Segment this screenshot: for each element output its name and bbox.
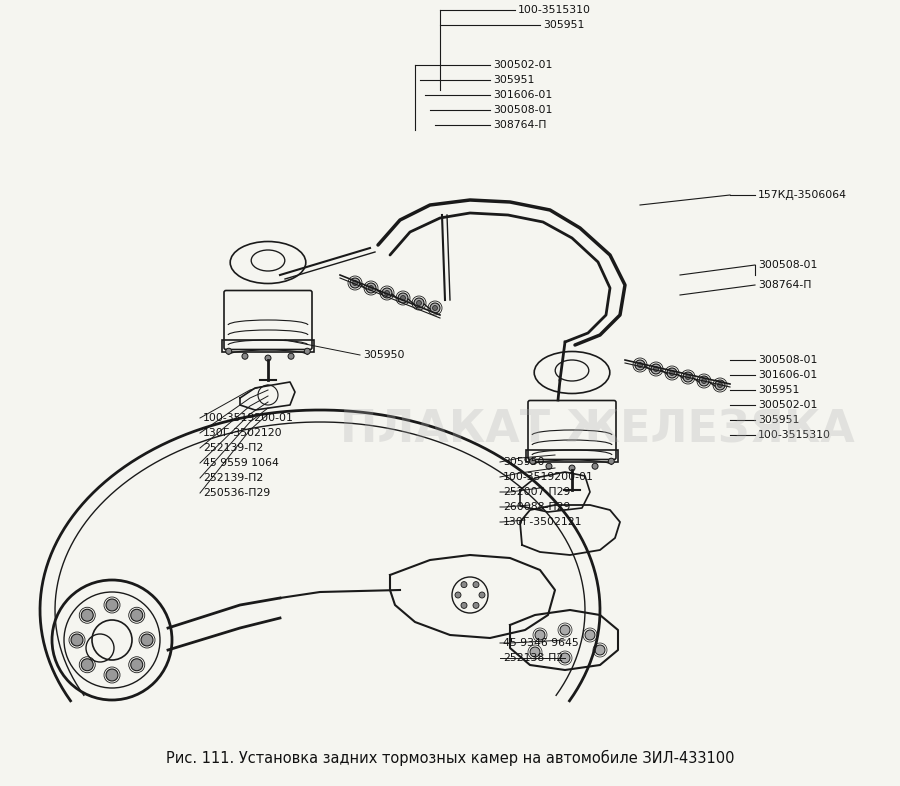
Circle shape <box>288 353 294 359</box>
Text: 305950: 305950 <box>503 457 544 467</box>
Circle shape <box>473 582 479 588</box>
Circle shape <box>226 348 231 354</box>
Text: 300508-01: 300508-01 <box>758 260 817 270</box>
Text: 100-3515310: 100-3515310 <box>518 5 591 15</box>
Circle shape <box>71 634 83 646</box>
Circle shape <box>368 285 373 291</box>
Circle shape <box>592 463 598 469</box>
Circle shape <box>130 609 143 621</box>
Text: 300508-01: 300508-01 <box>758 355 817 365</box>
Circle shape <box>350 278 360 288</box>
Text: 157КД-3506064: 157КД-3506064 <box>758 190 847 200</box>
Text: 250536-П29: 250536-П29 <box>203 488 270 498</box>
Circle shape <box>560 625 570 635</box>
Circle shape <box>353 281 357 285</box>
Circle shape <box>530 458 536 465</box>
Text: 308764-П: 308764-П <box>493 120 546 130</box>
Text: 252007-П29: 252007-П29 <box>503 487 571 497</box>
Text: 305951: 305951 <box>758 415 799 425</box>
Circle shape <box>130 659 143 670</box>
Circle shape <box>455 592 461 598</box>
Circle shape <box>683 372 693 382</box>
Circle shape <box>701 379 706 384</box>
Text: 100-3519200-01: 100-3519200-01 <box>203 413 294 423</box>
Text: 45 9346 9645: 45 9346 9645 <box>503 638 579 648</box>
Text: 305951: 305951 <box>758 385 799 395</box>
Circle shape <box>242 353 248 359</box>
Circle shape <box>384 291 390 296</box>
Text: ПЛАКАТ ЖЕЛЕЗЯКА: ПЛАКАТ ЖЕЛЕЗЯКА <box>340 409 855 451</box>
Circle shape <box>433 306 437 310</box>
Circle shape <box>585 630 595 640</box>
Circle shape <box>400 296 406 300</box>
Circle shape <box>106 599 118 611</box>
Text: 300508-01: 300508-01 <box>493 105 553 115</box>
Text: 100-3519200-01: 100-3519200-01 <box>503 472 594 482</box>
Circle shape <box>699 376 709 386</box>
Circle shape <box>653 366 659 372</box>
Text: 301606-01: 301606-01 <box>493 90 553 100</box>
Circle shape <box>366 283 376 293</box>
Text: 252138-П2: 252138-П2 <box>503 653 563 663</box>
Circle shape <box>717 383 723 387</box>
Text: 305951: 305951 <box>543 20 584 30</box>
Circle shape <box>81 659 94 670</box>
Circle shape <box>608 458 615 465</box>
Circle shape <box>304 348 310 354</box>
Circle shape <box>667 368 677 378</box>
Circle shape <box>461 582 467 588</box>
Text: 300502-01: 300502-01 <box>493 60 553 70</box>
Circle shape <box>715 380 725 390</box>
Text: 130Г-3502120: 130Г-3502120 <box>203 428 283 438</box>
Circle shape <box>651 364 661 374</box>
Text: 130Г-3502121: 130Г-3502121 <box>503 517 582 527</box>
Circle shape <box>670 370 674 376</box>
Text: 308764-П: 308764-П <box>758 280 812 290</box>
Circle shape <box>106 669 118 681</box>
Circle shape <box>417 300 421 306</box>
Text: 252139-П2: 252139-П2 <box>203 473 263 483</box>
Text: 100-3515310: 100-3515310 <box>758 430 831 440</box>
Text: 300502-01: 300502-01 <box>758 400 817 410</box>
Circle shape <box>530 647 540 657</box>
Circle shape <box>595 645 605 655</box>
Circle shape <box>546 463 552 469</box>
Circle shape <box>686 374 690 380</box>
Circle shape <box>637 362 643 368</box>
Circle shape <box>479 592 485 598</box>
Circle shape <box>635 360 645 370</box>
Circle shape <box>81 609 94 621</box>
Circle shape <box>414 298 424 308</box>
Bar <box>221 340 314 351</box>
Text: 305951: 305951 <box>493 75 535 85</box>
Bar <box>526 450 618 461</box>
Circle shape <box>535 630 545 640</box>
Circle shape <box>141 634 153 646</box>
Circle shape <box>398 293 408 303</box>
Circle shape <box>430 303 440 313</box>
Text: 252139-П2: 252139-П2 <box>203 443 263 453</box>
Circle shape <box>265 355 271 361</box>
Circle shape <box>569 465 575 471</box>
Circle shape <box>461 602 467 608</box>
Text: 45 9559 1064: 45 9559 1064 <box>203 458 279 468</box>
Circle shape <box>382 288 392 298</box>
Circle shape <box>473 602 479 608</box>
Text: Рис. 111. Установка задних тормозных камер на автомобиле ЗИЛ-433100: Рис. 111. Установка задних тормозных кам… <box>166 750 734 766</box>
Text: 305950: 305950 <box>363 350 404 360</box>
Text: 260088-П29: 260088-П29 <box>503 502 571 512</box>
Text: 301606-01: 301606-01 <box>758 370 817 380</box>
Circle shape <box>560 653 570 663</box>
